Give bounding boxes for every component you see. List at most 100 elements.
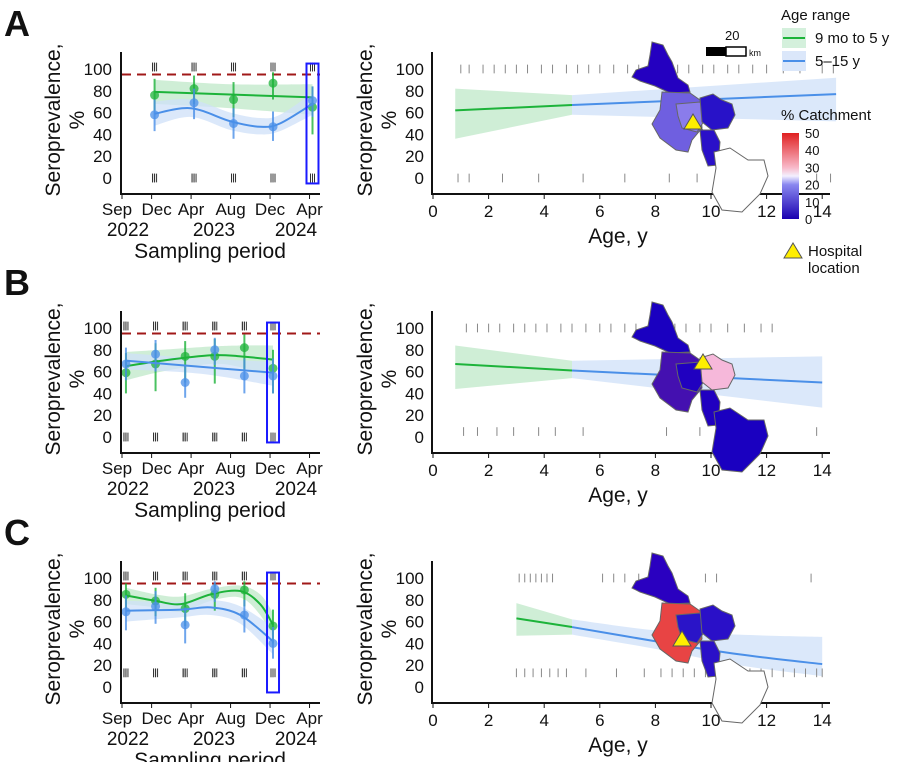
data-point [268,122,278,132]
y-tick-label: 60 [405,104,424,123]
year-label: 2024 [275,729,318,750]
x-tick-label: Dec [141,709,172,728]
colorbar-tick: 40 [805,143,819,158]
colorbar-tick: 10 [805,195,819,210]
x-axis-title: Sampling period [134,749,286,762]
y-axis-title: Seroprevalence,% [354,303,401,456]
catchment-map [631,41,769,213]
x-tick-label: Apr [178,459,205,478]
district-northwest [631,552,691,605]
ci-band [516,603,572,636]
y-axis-title: Seroprevalence,% [42,44,89,197]
legend: Age range 9 mo to 5 y 5–15 y % Catchment… [706,7,890,277]
y-axis-title: Seroprevalence,% [354,44,401,197]
x-tick-label: Aug [215,709,245,728]
highlight-box [266,321,281,444]
hospital-marker-icon [672,630,692,647]
data-point [229,119,239,128]
y-tick-label: 0 [415,678,424,697]
data-point [151,349,161,359]
x-tick-label: Sep [102,709,132,728]
scale-bar: 20 km [706,28,761,58]
year-label: 2022 [107,729,149,750]
x-tick-label: Aug [215,200,245,219]
x-tick-label: Dec [141,459,172,478]
legend-hospital-1: Hospital [808,243,862,260]
district-coastal [711,147,769,213]
fit-line [154,103,314,128]
y-tick-label: 20 [93,656,112,675]
catchment-map [631,552,769,724]
data-point [239,585,249,595]
y-tick-label: 60 [93,613,112,632]
age-plot: 0 20 40 60 80 100 0 2 4 6 8 10 12 14 Age, y Seroprevale… [354,303,832,507]
y-tick-label: 60 [93,363,112,382]
x-tick-label: 0 [428,461,437,480]
y-tick-label: 100 [396,569,424,588]
x-tick-label: Dec [255,709,286,728]
y-tick-label: 80 [93,82,112,101]
y-tick-label: 60 [405,613,424,632]
x-tick-label: Apr [296,459,323,478]
y-tick-label: 0 [415,428,424,447]
x-tick-label: 2 [484,711,493,730]
x-tick-label: 0 [428,202,437,221]
data-point [180,351,190,361]
x-tick-label: Apr [296,709,323,728]
x-tick-label: 10 [702,461,721,480]
data-point [150,90,160,100]
scale-value: 20 [725,28,739,43]
data-point [239,343,249,353]
highlight-box [305,62,320,185]
y-tick-label: 100 [396,60,424,79]
district-coastal [711,407,769,473]
data-point [180,620,190,630]
age-plot: 0 20 40 60 80 100 0 2 4 6 8 10 12 14 Age, y Seroprevale… [354,553,832,757]
y-tick-label: 0 [103,169,112,188]
data-point [121,589,131,599]
x-tick-label: 10 [702,202,721,221]
year-label: 2023 [193,729,235,750]
fit-line [125,606,274,642]
data-point [210,345,220,355]
y-tick-label: 100 [396,319,424,338]
x-tick-label: 14 [813,202,832,221]
y-axis-title: Seroprevalence,% [42,303,89,456]
x-tick-label: Dec [141,200,172,219]
y-tick-label: 40 [405,125,424,144]
data-point [268,621,278,631]
district-northwest [631,301,691,354]
hospital-marker-icon [693,353,713,370]
y-tick-label: 80 [405,82,424,101]
year-label: 2024 [275,479,318,500]
hospital-triangle-icon [783,242,803,259]
highlight-box [266,571,281,694]
panel-letter: A [4,3,30,44]
data-point [268,638,278,648]
district-coastal [711,658,769,724]
data-point [307,96,317,106]
data-point [189,98,199,108]
data-point [121,607,131,617]
legend-age-title: Age range [781,7,850,24]
fit-line [125,359,274,374]
hospital-marker-icon [683,113,703,130]
x-tick-label: Dec [255,459,286,478]
panel-letter: C [4,512,30,553]
data-point [151,601,161,611]
x-axis-title: Age, y [588,734,648,757]
fit-line [455,103,573,112]
y-tick-label: 60 [93,104,112,123]
y-tick-label: 20 [405,406,424,425]
x-tick-label: 4 [539,202,548,221]
catchment-colorbar [782,133,799,219]
y-tick-label: 40 [93,634,112,653]
x-tick-label: 4 [539,711,548,730]
year-label: 2023 [193,479,235,500]
x-tick-label: Sep [102,200,132,219]
fit-line [516,617,573,629]
x-tick-label: 2 [484,461,493,480]
fit-line [571,626,823,666]
x-axis-title: Sampling period [134,240,286,263]
